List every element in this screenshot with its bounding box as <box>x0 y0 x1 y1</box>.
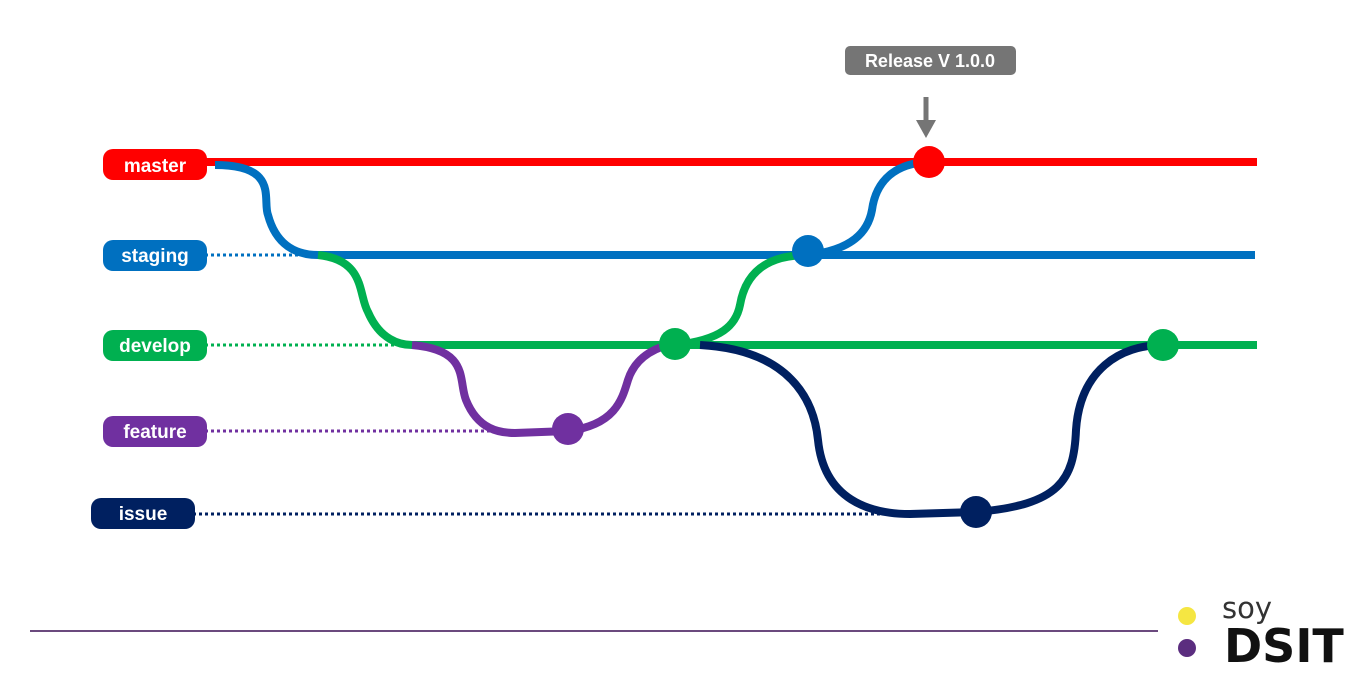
develop-to-feature-curve <box>411 341 569 438</box>
develop-to-staging-curve <box>674 251 809 349</box>
master-to-staging-curve <box>214 161 319 259</box>
release-badge <box>845 46 1016 75</box>
develop-issue-merge-node <box>1147 329 1179 361</box>
master-label: master <box>103 149 207 180</box>
logo-purple-dot-icon <box>1178 639 1196 657</box>
staging-label: staging <box>103 240 207 271</box>
staging-to-develop-curve <box>317 251 413 349</box>
feature-commit-node <box>552 413 584 445</box>
feature-merge-curve <box>567 341 676 435</box>
feature-label: feature <box>103 416 207 447</box>
staging-label-text: staging <box>121 246 189 267</box>
staging-merge-node <box>792 235 824 267</box>
feature-label-text: feature <box>123 422 186 443</box>
release-callout: Release V 1.0.0 <box>845 46 1016 138</box>
issue-merge-curve <box>975 341 1164 516</box>
staging-to-master-curve <box>807 158 930 259</box>
logo-yellow-dot-icon <box>1178 607 1196 625</box>
soy-dsit-logo: soy DSIT <box>1178 591 1344 673</box>
release-arrow-icon <box>916 120 936 138</box>
release-badge-text: Release V 1.0.0 <box>865 51 995 71</box>
issue-commit-node <box>960 496 992 528</box>
master-release-node <box>913 146 945 178</box>
issue-label-text: issue <box>119 504 168 525</box>
develop-label: develop <box>103 330 207 361</box>
issue-label: issue <box>91 498 195 529</box>
develop-merge-node <box>659 328 691 360</box>
logo-soy-text: soy <box>1222 591 1272 625</box>
master-label-text: master <box>124 156 187 177</box>
develop-label-text: develop <box>119 336 191 357</box>
logo-dsit-text: DSIT <box>1224 619 1344 673</box>
develop-to-issue-curve <box>699 341 977 519</box>
